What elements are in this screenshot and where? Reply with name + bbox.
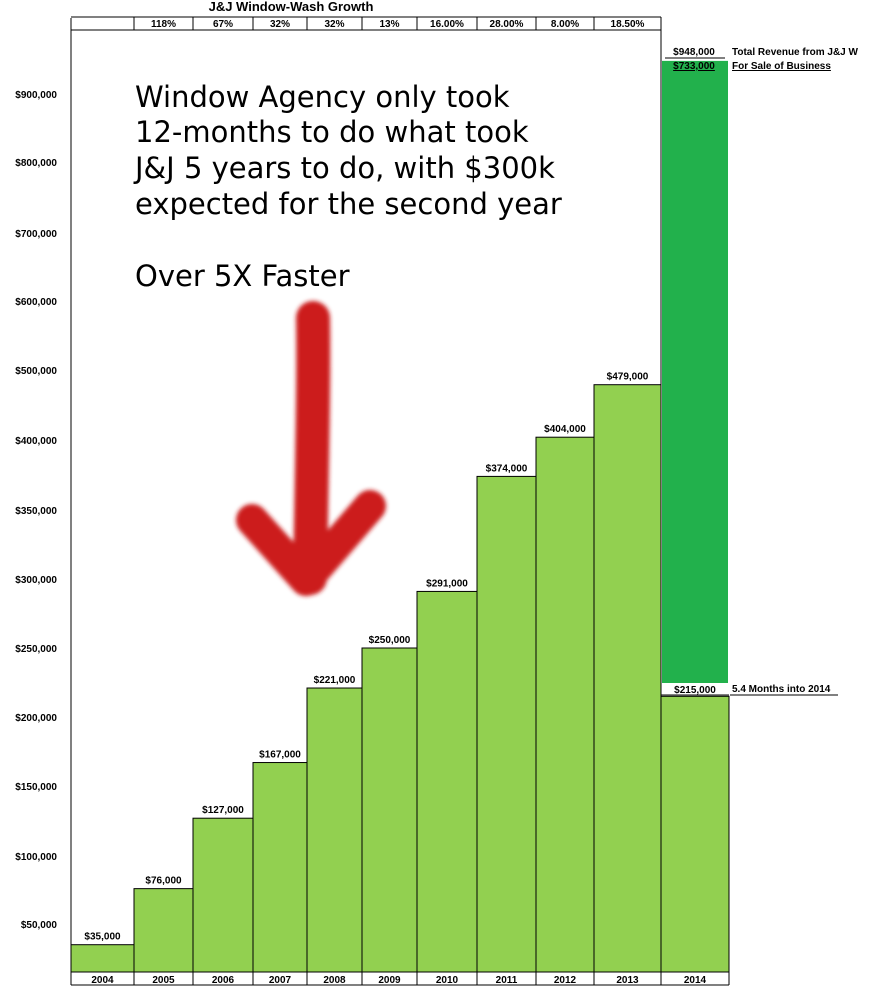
x-tick-label: 2013 xyxy=(616,975,639,986)
annotation-emphasis: Over 5X Faster xyxy=(135,259,350,293)
bar xyxy=(70,944,135,973)
growth-rate-label: 28.00% xyxy=(490,19,524,30)
chart-title: J&J Window-Wash Growth xyxy=(209,0,374,14)
arrow-down-icon xyxy=(236,301,386,596)
bar-value-label: $250,000 xyxy=(369,635,411,646)
y-tick-label: $800,000 xyxy=(15,158,57,169)
bars xyxy=(70,60,730,973)
bar-value-label: $127,000 xyxy=(202,805,244,816)
y-tick-label: $300,000 xyxy=(15,575,57,586)
bar xyxy=(133,888,194,973)
y-tick-label: $900,000 xyxy=(15,90,57,101)
y-tick-label: $50,000 xyxy=(21,920,58,931)
bar-separator xyxy=(662,683,728,695)
bar-value-label: $404,000 xyxy=(544,424,586,435)
total-note: Total Revenue from J&J W xyxy=(732,47,859,58)
bar-value-label: $35,000 xyxy=(84,932,121,943)
bar xyxy=(416,590,478,973)
y-tick-label: $250,000 xyxy=(15,644,57,655)
bar-value-label: $167,000 xyxy=(259,750,301,761)
total-value-label: $948,000 xyxy=(673,47,715,58)
bar xyxy=(593,384,662,973)
bar xyxy=(535,436,595,973)
x-tick-label: 2010 xyxy=(436,975,459,986)
y-tick-label: $150,000 xyxy=(15,782,57,793)
y-tick-label: $700,000 xyxy=(15,229,57,240)
bar xyxy=(476,475,537,973)
x-tick-label: 2005 xyxy=(152,975,175,986)
x-tick-label: 2012 xyxy=(554,975,577,986)
x-tick-label: 2011 xyxy=(496,975,518,986)
growth-rate-label: 8.00% xyxy=(551,19,579,30)
annotations-2014: $948,000 Total Revenue from J&J W $733,0… xyxy=(673,47,859,696)
growth-rate-label: 18.50% xyxy=(611,19,645,30)
growth-rate-label: 118% xyxy=(151,19,176,30)
x-tick-label: 2009 xyxy=(378,975,401,986)
annotation-line-3: J&J 5 years to do, with $300k xyxy=(133,151,555,185)
annotation-text: Window Agency only took 12-months to do … xyxy=(133,80,562,293)
y-tick-label: $500,000 xyxy=(15,366,57,377)
annotation-line-1: Window Agency only took xyxy=(135,80,510,114)
bar xyxy=(660,695,730,973)
annotation-line-4: expected for the second year xyxy=(135,187,562,221)
bar-value-label: $374,000 xyxy=(486,463,528,474)
bar-value-label: $221,000 xyxy=(314,675,356,686)
bar-value-label: $479,000 xyxy=(607,372,649,383)
bar-sale-segment xyxy=(662,60,728,683)
sale-value-label: $733,000 xyxy=(673,61,715,72)
bar xyxy=(252,762,308,973)
growth-rate-label: 32% xyxy=(324,19,344,30)
bar xyxy=(306,687,363,973)
x-tick-label: 2006 xyxy=(212,975,235,986)
x-tick-label: 2008 xyxy=(323,975,346,986)
base-note: 5.4 Months into 2014 xyxy=(732,684,831,695)
x-tick-label: 2007 xyxy=(269,975,292,986)
x-axis-row: 2004 2005 2006 2007 2008 2009 2010 2011 2012 2013… xyxy=(71,971,730,986)
growth-rate-label: 67% xyxy=(213,19,233,30)
growth-rate-label: 16.00% xyxy=(430,19,464,30)
y-tick-label: $400,000 xyxy=(15,436,57,447)
annotation-line-2: 12-months to do what took xyxy=(135,115,529,149)
bar-value-label-2014: $215,000 xyxy=(674,685,716,696)
growth-rate-label: 32% xyxy=(270,19,290,30)
x-tick-label: 2004 xyxy=(91,975,114,986)
y-tick-label: $350,000 xyxy=(15,506,57,517)
x-tick-label: 2014 xyxy=(684,975,707,986)
bar xyxy=(361,647,418,973)
bar-value-label: $291,000 xyxy=(426,578,468,589)
value-labels: $35,000 $76,000 $127,000 $167,000 $221,000 $2… xyxy=(84,57,725,943)
y-tick-label: $100,000 xyxy=(15,852,57,863)
bar xyxy=(192,817,254,973)
y-tick-label: $600,000 xyxy=(15,297,57,308)
y-axis-ticks: $50,000 $100,000 $150,000 $200,000 $250,000 $… xyxy=(15,90,57,931)
growth-rate-label: 13% xyxy=(379,19,399,30)
sale-note: For Sale of Business xyxy=(732,61,831,72)
y-tick-label: $200,000 xyxy=(15,713,57,724)
bar-value-label: $76,000 xyxy=(145,876,182,887)
